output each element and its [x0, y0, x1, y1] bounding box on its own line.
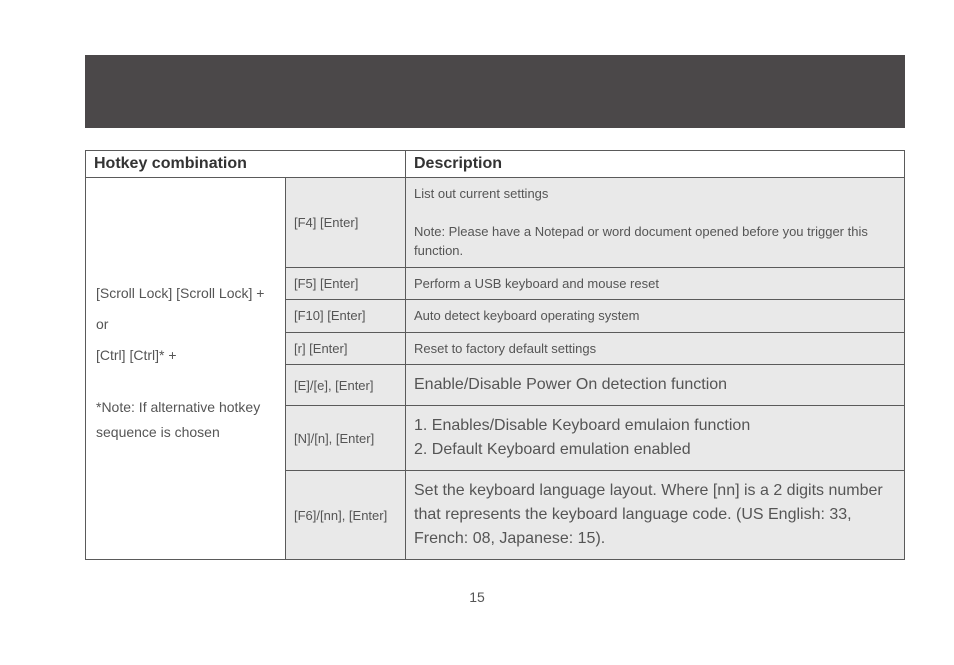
desc-line: 2. Default Keyboard emulation enabled	[414, 438, 896, 462]
prefix-line-1: [Scroll Lock] [Scroll Lock] +	[96, 281, 275, 306]
prefix-note: *Note: If alternative hotkey sequence is…	[96, 395, 275, 445]
prefix-line-2: or	[96, 312, 275, 337]
hotkey-table: Hotkey combination Description [Scroll L…	[85, 150, 905, 560]
description-cell: Perform a USB keyboard and mouse reset	[406, 267, 905, 300]
hotkey-cell: [F4] [Enter]	[286, 178, 406, 268]
hotkey-cell: [N]/[n], [Enter]	[286, 406, 406, 471]
description-cell: Auto detect keyboard operating system	[406, 300, 905, 333]
table-header-row: Hotkey combination Description	[86, 151, 905, 178]
header-hotkey: Hotkey combination	[86, 151, 406, 178]
page: Hotkey combination Description [Scroll L…	[0, 0, 954, 665]
description-cell: List out current settings Note: Please h…	[406, 178, 905, 268]
desc-line: Note: Please have a Notepad or word docu…	[414, 222, 896, 261]
hotkey-table-wrap: Hotkey combination Description [Scroll L…	[85, 150, 905, 560]
page-number: 15	[0, 589, 954, 605]
description-cell: Set the keyboard language layout. Where …	[406, 471, 905, 560]
desc-line: List out current settings	[414, 184, 896, 204]
table-row: [Scroll Lock] [Scroll Lock] + or [Ctrl] …	[86, 178, 905, 268]
header-bar	[85, 55, 905, 128]
description-cell: Reset to factory default settings	[406, 332, 905, 365]
hotkey-cell: [F10] [Enter]	[286, 300, 406, 333]
prefix-line-3: [Ctrl] [Ctrl]* +	[96, 343, 275, 368]
description-cell: Enable/Disable Power On detection functi…	[406, 365, 905, 406]
hotkey-cell: [F6]/[nn], [Enter]	[286, 471, 406, 560]
hotkey-prefix-cell: [Scroll Lock] [Scroll Lock] + or [Ctrl] …	[86, 178, 286, 560]
header-description: Description	[406, 151, 905, 178]
hotkey-cell: [E]/[e], [Enter]	[286, 365, 406, 406]
desc-line: 1. Enables/Disable Keyboard emulaion fun…	[414, 414, 896, 438]
hotkey-cell: [r] [Enter]	[286, 332, 406, 365]
hotkey-cell: [F5] [Enter]	[286, 267, 406, 300]
description-cell: 1. Enables/Disable Keyboard emulaion fun…	[406, 406, 905, 471]
